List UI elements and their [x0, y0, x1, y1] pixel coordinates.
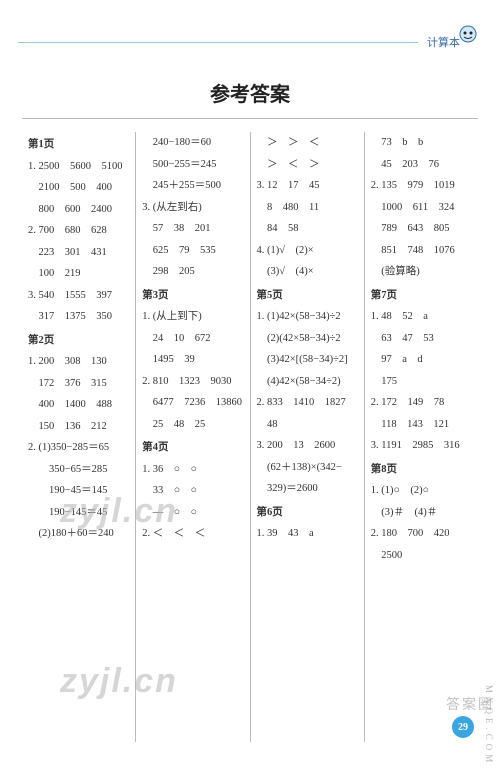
- answer-row: 172 376 315: [28, 373, 129, 395]
- answer-row: 1. 48 52 a: [371, 306, 472, 328]
- answer-row: 48: [257, 414, 358, 436]
- answer-row: 8 480 11: [257, 197, 358, 219]
- answer-row: 1. (1)○ (2)○: [371, 480, 472, 502]
- answer-row: 1. 2500 5600 5100: [28, 156, 129, 178]
- answer-row: 317 1375 350: [28, 306, 129, 328]
- answer-row: 2. (1)350−285＝65: [28, 437, 129, 459]
- column-2: 240−180＝60 500−255＝245 245＋255＝5003. (从左…: [135, 132, 249, 742]
- answer-row: (4)42×(58−34÷2): [257, 371, 358, 393]
- section-heading: 第8页: [371, 459, 472, 481]
- answer-row: 1. 200 308 130: [28, 351, 129, 373]
- answer-row: 245＋255＝500: [142, 175, 243, 197]
- answer-row: 500−255＝245: [142, 154, 243, 176]
- answer-row: 3. 1191 2985 316: [371, 435, 472, 457]
- answer-row: — ○ ○: [142, 502, 243, 524]
- answer-row: ＞ ＞ ＜: [257, 132, 358, 154]
- answer-row: (3)42×[(58−34)÷2]: [257, 349, 358, 371]
- answer-row: 1. 36 ○ ○: [142, 459, 243, 481]
- answer-row: 2. 172 149 78: [371, 392, 472, 414]
- answer-row: 240−180＝60: [142, 132, 243, 154]
- page-title: 参考答案: [0, 78, 500, 107]
- answer-row: 223 301 431: [28, 242, 129, 264]
- answer-row: 57 38 201: [142, 218, 243, 240]
- answer-row: (2)180＋60＝240: [28, 523, 129, 545]
- answer-row: 851 748 1076: [371, 240, 472, 262]
- answer-row: 3. 12 17 45: [257, 175, 358, 197]
- answer-row: 73 b b: [371, 132, 472, 154]
- answer-row: 4. (1)√ (2)×: [257, 240, 358, 262]
- section-heading: 第1页: [28, 134, 129, 156]
- answer-row: 1. 39 43 a: [257, 523, 358, 545]
- answer-row: 350−65＝285: [28, 459, 129, 481]
- answer-row: (3)√ (4)×: [257, 261, 358, 283]
- answer-row: 175: [371, 371, 472, 393]
- answer-row: 2. 135 979 1019: [371, 175, 472, 197]
- answer-row: 298 205: [142, 261, 243, 283]
- answer-row: 63 47 53: [371, 328, 472, 350]
- answer-row: (62＋138)×(342−: [257, 457, 358, 479]
- answer-row: 3. 540 1555 397: [28, 285, 129, 307]
- answer-row: 800 600 2400: [28, 199, 129, 221]
- answer-row: 84 58: [257, 218, 358, 240]
- answer-row: (验算略): [371, 261, 472, 283]
- answer-row: 45 203 76: [371, 154, 472, 176]
- answer-row: 24 10 672: [142, 328, 243, 350]
- answer-row: 97 a d: [371, 349, 472, 371]
- answer-row: 1. (1)42×(58−34)÷2: [257, 306, 358, 328]
- answer-row: 1000 611 324: [371, 197, 472, 219]
- section-heading: 第6页: [257, 502, 358, 524]
- section-heading: 第2页: [28, 330, 129, 352]
- answer-row: 2500: [371, 545, 472, 567]
- answer-row: (3)＃ (4)＃: [371, 502, 472, 524]
- column-4: 73 b b 45 203 762. 135 979 1019 1000 611…: [364, 132, 478, 742]
- answer-row: 2. 810 1323 9030: [142, 371, 243, 393]
- answer-row: 2. 180 700 420: [371, 523, 472, 545]
- page-number-badge: 29: [452, 716, 474, 738]
- section-heading: 第7页: [371, 285, 472, 307]
- answer-row: 625 79 535: [142, 240, 243, 262]
- answer-row: 2. 833 1410 1827: [257, 392, 358, 414]
- answer-row: 150 136 212: [28, 416, 129, 438]
- answer-row: 33 ○ ○: [142, 480, 243, 502]
- section-heading: 第3页: [142, 285, 243, 307]
- watermark-side: MXQE.COM: [484, 685, 494, 766]
- answer-row: 118 143 121: [371, 414, 472, 436]
- answer-row: 190−45＝145: [28, 480, 129, 502]
- answer-row: 789 643 805: [371, 218, 472, 240]
- answer-row: 25 48 25: [142, 414, 243, 436]
- answer-row: 2. 700 680 628: [28, 220, 129, 242]
- answer-row: 2. ＜ ＜ ＜: [142, 523, 243, 545]
- answer-row: 3. (从左到右): [142, 197, 243, 219]
- answer-row: 2100 500 400: [28, 177, 129, 199]
- column-3: ＞ ＞ ＜ ＞ ＜ ＞3. 12 17 45 8 480 11 84 584. …: [250, 132, 364, 742]
- answer-row: ＞ ＜ ＞: [257, 154, 358, 176]
- answer-row: 1495 39: [142, 349, 243, 371]
- answer-row: (2)(42×58−34)÷2: [257, 328, 358, 350]
- answer-row: 6477 7236 13860: [142, 392, 243, 414]
- answer-row: 100 219: [28, 263, 129, 285]
- column-1: 第1页1. 2500 5600 5100 2100 500 400 800 60…: [22, 132, 135, 742]
- mascot-icon: [454, 22, 482, 50]
- answer-row: 3. 200 13 2600: [257, 435, 358, 457]
- section-heading: 第5页: [257, 285, 358, 307]
- answer-row: 329)＝2600: [257, 478, 358, 500]
- title-rule: [22, 118, 478, 119]
- answer-columns: 第1页1. 2500 5600 5100 2100 500 400 800 60…: [22, 132, 478, 742]
- answer-row: 1. (从上到下): [142, 306, 243, 328]
- header-rule: [18, 42, 418, 43]
- section-heading: 第4页: [142, 437, 243, 459]
- answer-row: 400 1400 488: [28, 394, 129, 416]
- answer-row: 190−145＝45: [28, 502, 129, 524]
